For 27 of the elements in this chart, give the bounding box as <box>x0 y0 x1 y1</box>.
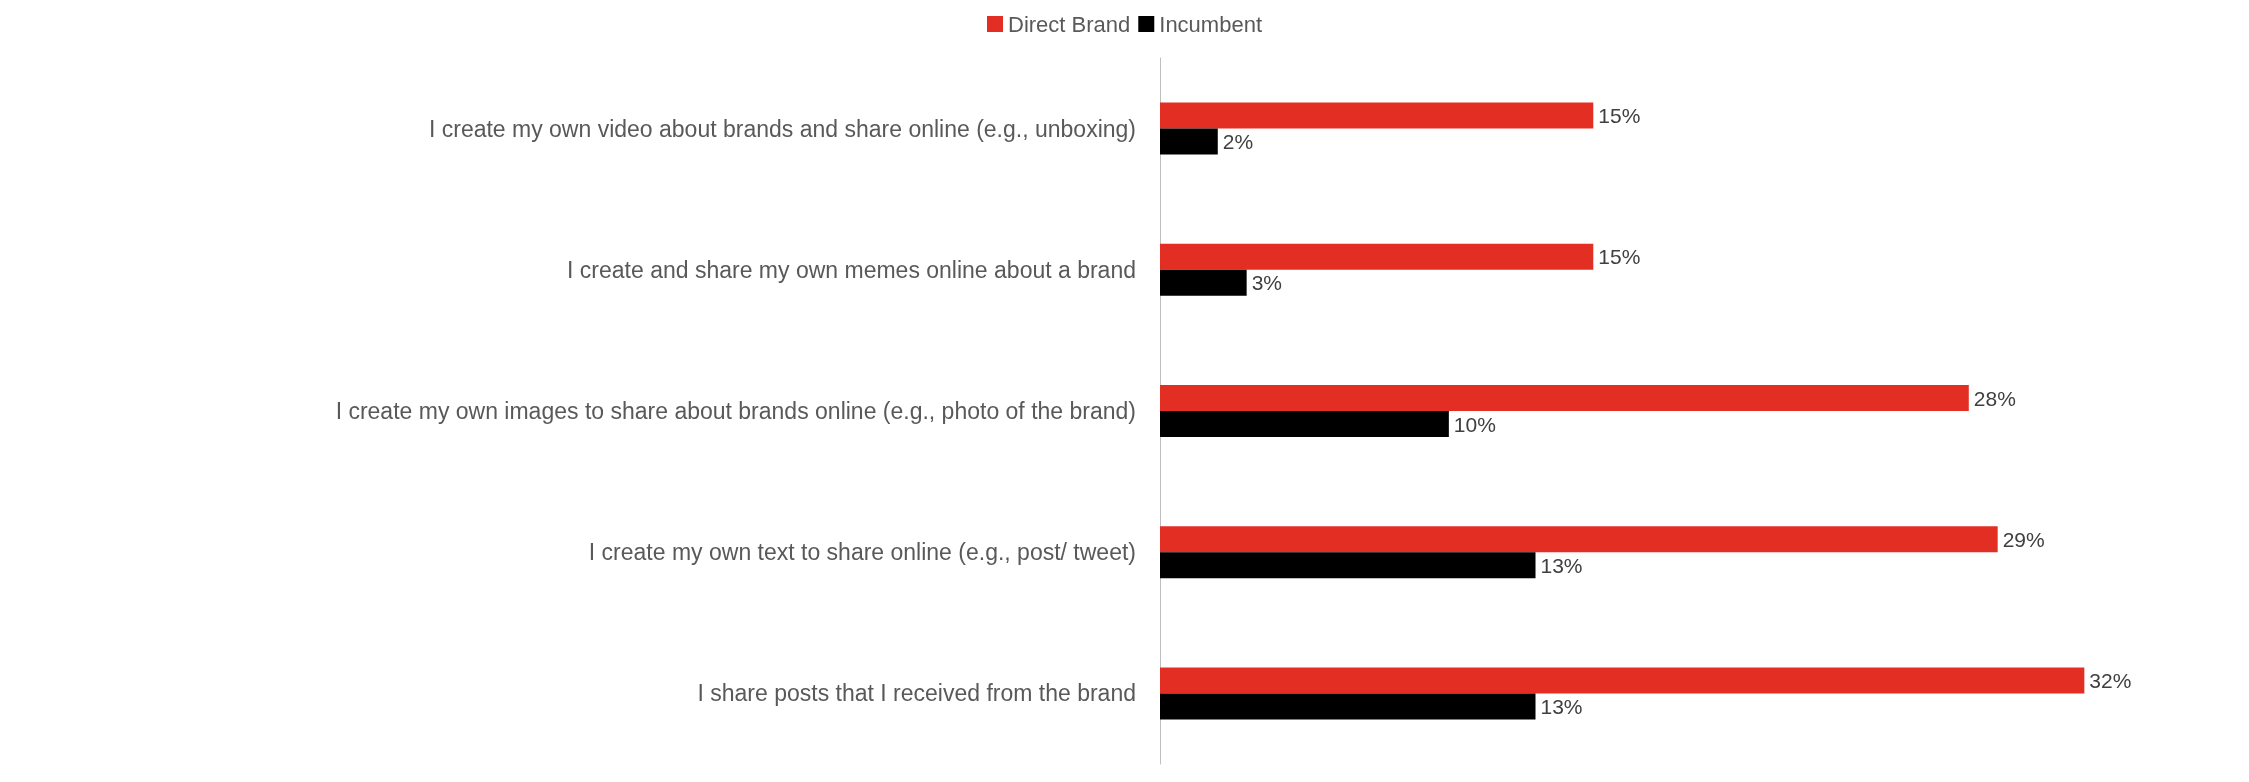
bar <box>1160 411 1449 437</box>
legend-label: Incumbent <box>1159 11 1262 37</box>
data-label: 10% <box>1453 412 1496 436</box>
bar <box>1160 243 1594 270</box>
bar <box>1160 526 1998 553</box>
y-tick-label: I create my own images to share about brands online (e.g., photo of the brand) <box>335 398 1136 424</box>
y-tick-label: I create my own video about brands and share online (e.g., unboxing) <box>428 115 1136 142</box>
bar <box>1160 128 1218 155</box>
bar <box>1160 385 1969 411</box>
legend-label: Direct Brand <box>1008 11 1131 37</box>
bar <box>1160 552 1536 579</box>
bar <box>1160 667 2085 694</box>
bar <box>1160 693 1536 720</box>
data-label: 28% <box>1973 386 2016 410</box>
y-tick-label: I create and share my own memes online about a brand <box>567 256 1136 283</box>
bar <box>1160 269 1247 296</box>
data-label: 15% <box>1598 104 1641 128</box>
data-label: 13% <box>1540 553 1583 577</box>
data-label: 15% <box>1598 245 1641 269</box>
data-label: 2% <box>1222 130 1254 154</box>
y-tick-label: I share posts that I received from the brand <box>697 680 1136 707</box>
y-tick-label: I create my own text to share online (e.g., post/ tweet) <box>588 539 1136 566</box>
data-label: 32% <box>2089 668 2132 692</box>
data-label: 3% <box>1251 271 1283 295</box>
data-label: 29% <box>2002 527 2045 551</box>
bar <box>1160 102 1594 129</box>
data-label: 13% <box>1540 694 1583 718</box>
